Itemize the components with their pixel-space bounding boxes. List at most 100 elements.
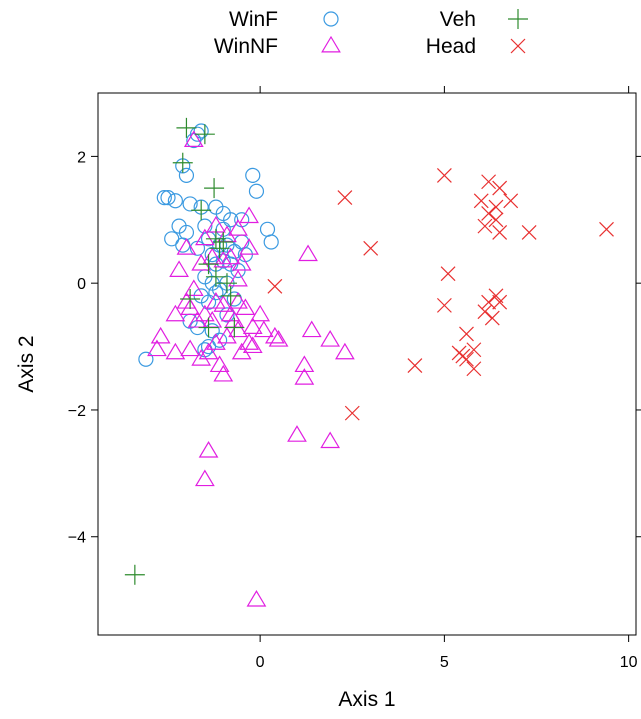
point-winf <box>186 132 202 149</box>
point-winnf <box>191 349 212 366</box>
point-veh <box>124 564 145 585</box>
point-head <box>436 167 452 183</box>
point-winnf <box>231 253 252 271</box>
point-winnf <box>213 250 234 268</box>
legend-item-winnf: WinNF <box>214 35 341 58</box>
point-veh <box>180 289 201 310</box>
point-head <box>599 221 614 237</box>
point-head <box>407 358 423 374</box>
point-winnf <box>169 260 189 277</box>
point-veh <box>216 273 237 294</box>
y-tick-label: 0 <box>77 276 86 293</box>
point-winnf <box>294 355 315 373</box>
x-axis-title: Axis 1 <box>338 688 395 711</box>
point-head <box>488 212 504 228</box>
point-head <box>492 294 508 310</box>
point-winf <box>156 189 172 206</box>
point-winf <box>167 193 183 209</box>
point-winf <box>263 234 279 250</box>
point-veh <box>224 317 245 338</box>
point-winnf <box>320 330 341 347</box>
point-head <box>521 225 537 240</box>
point-winnf <box>213 364 234 382</box>
axis-ticks: 0 5 10 −4 −2 0 2 <box>68 86 641 671</box>
point-winnf <box>301 320 322 338</box>
point-veh <box>194 124 215 145</box>
point-winnf <box>202 311 223 328</box>
point-winnf <box>183 130 204 147</box>
point-winnf <box>220 247 241 265</box>
point-head <box>344 405 360 421</box>
point-winnf <box>180 339 200 357</box>
point-winf <box>138 351 154 367</box>
point-winnf <box>194 304 215 322</box>
point-head <box>477 304 493 320</box>
point-winnf <box>187 311 208 328</box>
point-winnf <box>198 342 219 360</box>
point-veh <box>191 200 212 221</box>
point-winf <box>178 167 195 184</box>
point-winnf <box>194 228 215 246</box>
point-winnf <box>239 238 259 255</box>
point-winnf <box>198 440 219 458</box>
legend-label: Veh <box>440 8 476 31</box>
point-winnf <box>287 425 307 442</box>
point-winf <box>215 253 231 269</box>
x-tick-label: 5 <box>440 654 449 671</box>
y-tick-label: −2 <box>68 403 86 420</box>
point-winnf <box>239 333 259 350</box>
point-winf <box>234 234 250 250</box>
point-winnf <box>294 368 315 385</box>
point-winnf <box>231 342 252 360</box>
legend-label: WinNF <box>214 35 278 58</box>
point-head <box>492 225 508 240</box>
legend-symbol-veh <box>508 9 528 29</box>
legend: WinF WinNF Veh Head <box>214 8 528 58</box>
legend-symbol-winnf <box>321 35 341 53</box>
point-winnf <box>265 326 285 344</box>
point-head <box>503 193 519 209</box>
point-winf <box>200 338 217 355</box>
point-head <box>481 294 497 310</box>
legend-item-head: Head <box>426 35 526 58</box>
point-winnf <box>242 317 263 334</box>
point-winnf <box>147 339 167 357</box>
point-winnf <box>180 298 200 315</box>
point-head <box>440 266 456 282</box>
plot-area-frame <box>97 92 637 636</box>
point-head <box>477 218 493 234</box>
point-veh <box>205 228 226 249</box>
point-head <box>466 361 482 377</box>
point-head <box>455 348 471 364</box>
point-head <box>337 190 353 206</box>
point-winf <box>182 196 198 212</box>
point-winf <box>259 221 276 237</box>
point-winf <box>164 231 180 247</box>
y-tick-label: −4 <box>68 530 86 547</box>
point-head <box>363 240 379 256</box>
y-tick-label: 2 <box>77 149 86 166</box>
point-winnf <box>242 336 263 354</box>
point-winnf <box>213 295 234 312</box>
x-tick-label: 0 <box>256 654 265 671</box>
point-head <box>436 297 452 313</box>
point-winnf <box>228 320 248 338</box>
point-veh <box>176 117 197 138</box>
point-veh <box>204 178 225 199</box>
point-winnf <box>298 244 318 262</box>
point-winnf <box>235 298 256 315</box>
point-head <box>466 342 482 358</box>
y-axis-title: Axis 2 <box>15 335 38 392</box>
point-winf <box>160 189 176 206</box>
point-winf <box>219 307 235 323</box>
point-winnf <box>165 342 186 360</box>
point-veh <box>198 254 219 275</box>
point-winnf <box>150 326 171 344</box>
point-head <box>492 180 508 196</box>
point-head <box>481 206 497 221</box>
point-winf <box>245 167 261 184</box>
point-winf <box>197 218 213 234</box>
point-head <box>267 278 283 294</box>
point-winnf <box>165 304 186 322</box>
